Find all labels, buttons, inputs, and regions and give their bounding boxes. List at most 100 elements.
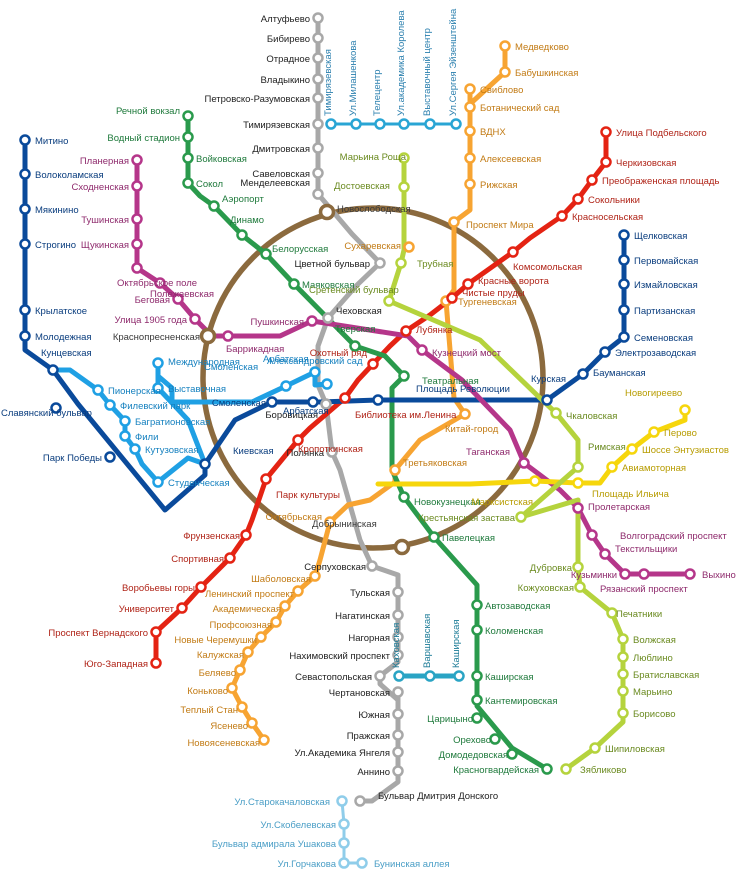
station-marker-p5[interactable] [131,262,143,274]
station-marker-lb10[interactable] [606,607,618,619]
station-marker-r9[interactable] [400,325,412,337]
station-marker-o3[interactable] [393,538,411,556]
station-marker-k1[interactable] [499,40,511,52]
station-marker-kh3[interactable] [453,670,465,682]
station-marker-y4[interactable] [606,461,618,473]
station-marker-g5[interactable] [208,200,220,212]
station-marker-p7[interactable] [172,293,184,305]
station-marker-g12[interactable] [428,531,440,543]
station-marker-r6[interactable] [507,246,519,258]
station-marker-r1[interactable] [600,126,612,138]
station-marker-p6[interactable] [154,277,166,289]
station-marker-bt1[interactable] [336,795,348,807]
station-marker-y3[interactable] [626,443,638,455]
station-marker-k17[interactable] [270,616,282,628]
station-marker-s6[interactable] [312,118,324,130]
station-marker-o2[interactable] [199,327,217,345]
station-marker-kh2[interactable] [424,670,436,682]
station-marker-r11[interactable] [339,392,351,404]
station-marker-s7[interactable] [312,142,324,154]
station-marker-r17[interactable] [176,602,188,614]
station-marker-c2[interactable] [104,399,116,411]
station-marker-bt5[interactable] [356,857,368,869]
station-marker-g1[interactable] [182,110,194,122]
station-marker-k7[interactable] [464,178,476,190]
station-marker-k19[interactable] [242,646,254,658]
station-marker-p11[interactable] [416,344,428,356]
station-marker-s15[interactable] [392,586,404,598]
station-marker-r4[interactable] [572,193,584,205]
station-marker-b11[interactable] [266,396,278,408]
station-marker-g13[interactable] [471,599,483,611]
station-marker-lb1[interactable] [398,152,410,164]
station-marker-k8[interactable] [448,216,460,228]
station-marker-lb13[interactable] [617,668,629,680]
station-marker-b4[interactable] [19,238,31,250]
station-marker-k2[interactable] [499,66,511,78]
station-marker-b3[interactable] [19,203,31,215]
station-marker-p16[interactable] [619,568,631,580]
station-marker-b5[interactable] [19,304,31,316]
station-marker-y2[interactable] [648,426,660,438]
station-marker-g15[interactable] [471,670,483,682]
station-marker-b8[interactable] [50,402,62,414]
station-marker-p4[interactable] [131,238,143,250]
station-marker-c7[interactable] [152,357,164,369]
station-marker-p15[interactable] [599,548,611,560]
station-marker-g2[interactable] [182,131,194,143]
station-marker-m6[interactable] [450,118,462,130]
station-marker-g6[interactable] [236,229,248,241]
station-marker-k20[interactable] [234,664,246,676]
station-marker-r3[interactable] [586,174,598,186]
station-marker-r5[interactable] [556,210,568,222]
station-marker-y5[interactable] [572,477,584,489]
station-marker-r12[interactable] [292,434,304,446]
station-marker-y6[interactable] [529,475,541,487]
station-marker-bt4[interactable] [338,857,350,869]
station-marker-s16[interactable] [392,609,404,621]
station-marker-s9[interactable] [312,188,324,200]
station-marker-lb9[interactable] [574,581,586,593]
station-marker-g3[interactable] [182,152,194,164]
station-marker-lb8[interactable] [572,561,584,573]
station-marker-b10[interactable] [199,458,211,470]
station-marker-s12[interactable] [320,398,332,410]
station-marker-m5[interactable] [424,118,436,130]
station-marker-r19[interactable] [150,657,162,669]
station-marker-bt2[interactable] [338,818,350,830]
station-marker-g16[interactable] [471,694,483,706]
station-marker-c11[interactable] [321,378,333,390]
station-marker-c6[interactable] [152,476,164,488]
station-marker-r2[interactable] [600,156,612,168]
station-marker-s19[interactable] [374,670,386,682]
station-marker-b20[interactable] [618,254,630,266]
station-marker-lb2[interactable] [398,181,410,193]
station-marker-k9[interactable] [403,241,415,253]
station-marker-lb7[interactable] [515,511,527,523]
station-marker-g17[interactable] [471,712,483,724]
station-marker-c10[interactable] [309,366,321,378]
station-marker-p13[interactable] [572,502,584,514]
station-marker-k18[interactable] [255,631,267,643]
station-marker-g10[interactable] [398,370,410,382]
station-marker-k3[interactable] [464,83,476,95]
station-marker-g11[interactable] [398,491,410,503]
station-marker-b15[interactable] [577,368,589,380]
station-marker-lb5[interactable] [550,407,562,419]
station-marker-g14[interactable] [471,624,483,636]
station-marker-p18[interactable] [684,568,696,580]
station-marker-s21[interactable] [392,708,404,720]
station-marker-bt3[interactable] [338,837,350,849]
station-marker-b13[interactable] [372,394,384,406]
station-marker-s2[interactable] [312,32,324,44]
station-marker-r16[interactable] [195,581,207,593]
station-marker-b9[interactable] [104,451,116,463]
station-marker-k14[interactable] [309,570,321,582]
station-marker-g9[interactable] [349,340,361,352]
station-marker-p10[interactable] [306,315,318,327]
station-marker-k15[interactable] [292,585,304,597]
station-marker-c5[interactable] [129,443,141,455]
station-marker-g4[interactable] [182,177,194,189]
station-marker-b7[interactable] [47,364,59,376]
station-marker-p3[interactable] [131,213,143,225]
